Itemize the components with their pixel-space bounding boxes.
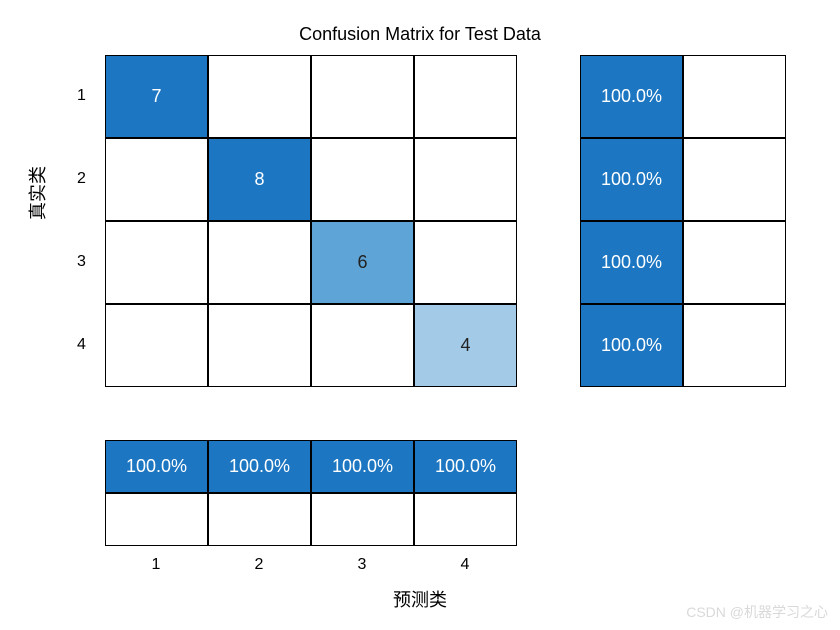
matrix-cell bbox=[208, 55, 311, 138]
chart-title: Confusion Matrix for Test Data bbox=[0, 24, 840, 45]
matrix-cell bbox=[683, 221, 786, 304]
matrix-cell bbox=[414, 55, 517, 138]
matrix-cell bbox=[414, 221, 517, 304]
matrix-cell bbox=[208, 221, 311, 304]
matrix-cell bbox=[683, 138, 786, 221]
column-summary-grid: 100.0%100.0%100.0%100.0% bbox=[105, 440, 517, 546]
matrix-cell bbox=[414, 493, 517, 546]
matrix-cell: 100.0% bbox=[311, 440, 414, 493]
y-tick: 4 bbox=[77, 336, 86, 354]
matrix-cell bbox=[311, 138, 414, 221]
matrix-cell: 4 bbox=[414, 304, 517, 387]
matrix-cell bbox=[683, 304, 786, 387]
x-tick: 4 bbox=[461, 556, 470, 574]
matrix-cell: 100.0% bbox=[580, 304, 683, 387]
matrix-cell bbox=[208, 304, 311, 387]
matrix-cell bbox=[414, 138, 517, 221]
row-summary-grid: 100.0%100.0%100.0%100.0% bbox=[580, 55, 786, 387]
matrix-cell: 100.0% bbox=[105, 440, 208, 493]
watermark: CSDN @机器学习之心 bbox=[686, 602, 828, 622]
matrix-cell: 100.0% bbox=[414, 440, 517, 493]
y-tick: 2 bbox=[77, 170, 86, 188]
confusion-matrix-grid: 7864 bbox=[105, 55, 517, 387]
matrix-cell: 7 bbox=[105, 55, 208, 138]
matrix-cell bbox=[311, 304, 414, 387]
matrix-cell bbox=[105, 304, 208, 387]
y-axis-label: 真实类 bbox=[24, 166, 50, 220]
x-tick: 2 bbox=[255, 556, 264, 574]
y-tick: 1 bbox=[77, 87, 86, 105]
x-tick: 1 bbox=[152, 556, 161, 574]
matrix-cell bbox=[105, 138, 208, 221]
matrix-cell: 100.0% bbox=[580, 55, 683, 138]
matrix-cell bbox=[311, 493, 414, 546]
matrix-cell bbox=[105, 221, 208, 304]
x-tick: 3 bbox=[358, 556, 367, 574]
matrix-cell: 100.0% bbox=[580, 138, 683, 221]
matrix-cell bbox=[208, 493, 311, 546]
matrix-cell bbox=[683, 55, 786, 138]
matrix-cell: 8 bbox=[208, 138, 311, 221]
matrix-cell: 6 bbox=[311, 221, 414, 304]
matrix-cell bbox=[105, 493, 208, 546]
matrix-cell: 100.0% bbox=[580, 221, 683, 304]
matrix-cell: 100.0% bbox=[208, 440, 311, 493]
y-tick: 3 bbox=[77, 253, 86, 271]
matrix-cell bbox=[311, 55, 414, 138]
